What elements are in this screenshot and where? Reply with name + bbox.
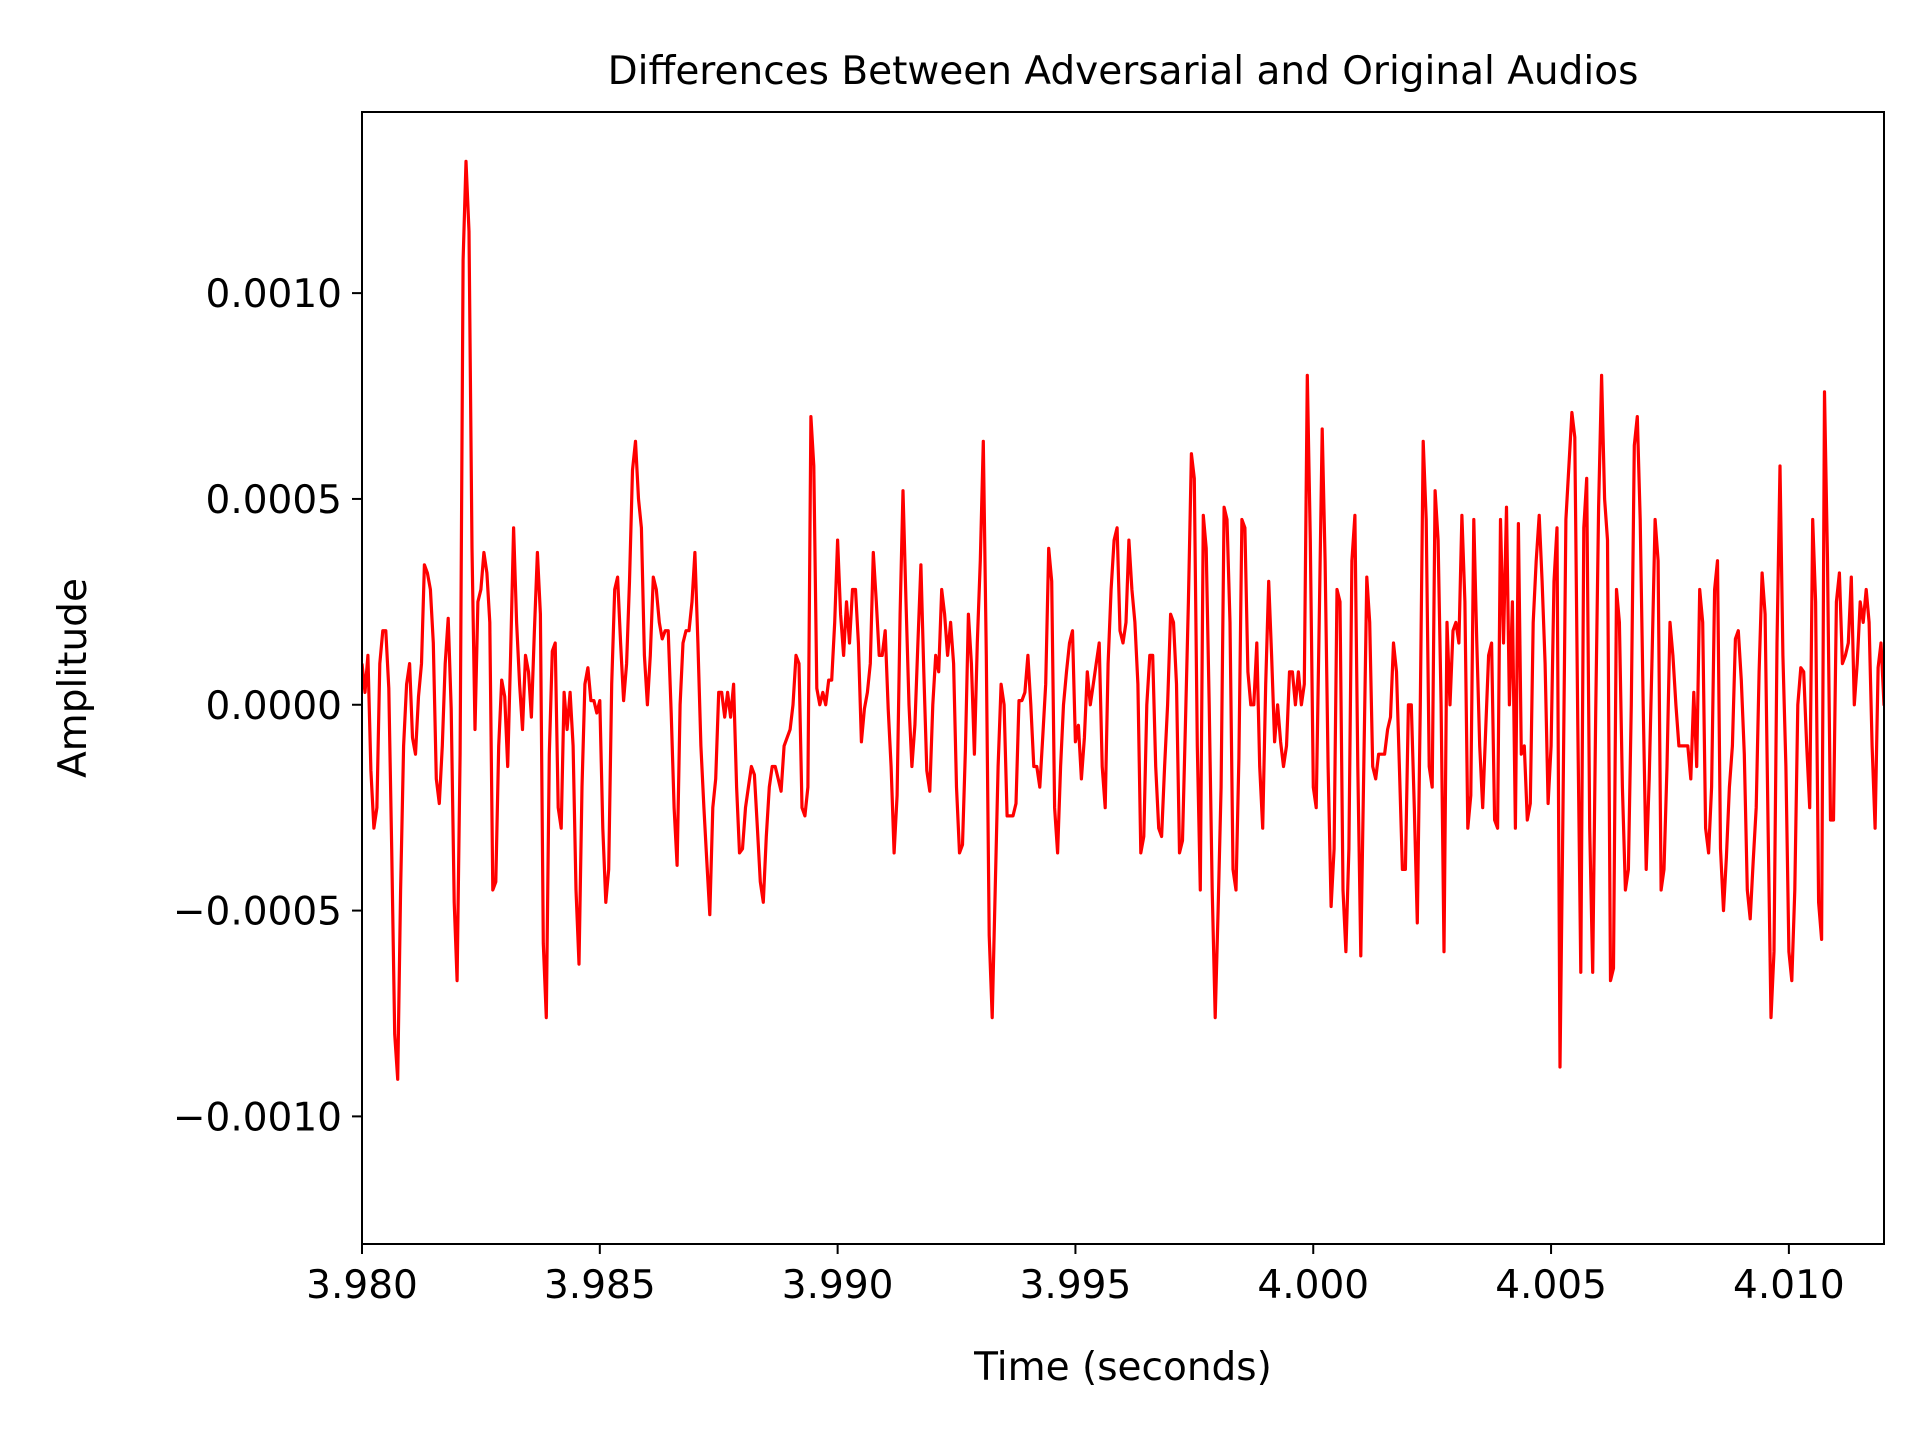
chart-title: Differences Between Adversarial and Orig… <box>608 49 1639 94</box>
y-tick-label: 0.0000 <box>206 684 342 729</box>
y-tick-label: −0.0010 <box>173 1095 342 1140</box>
x-tick-label: 3.980 <box>306 1263 418 1308</box>
plot-frame <box>361 111 1885 1245</box>
y-axis: −0.0010 −0.0005 0.0000 0.0005 0.0010 <box>173 272 362 1140</box>
plot-area <box>362 159 1884 1081</box>
x-axis-label: Time (seconds) <box>973 1345 1272 1390</box>
x-tick-label: 4.010 <box>1733 1263 1845 1308</box>
y-tick-label: −0.0005 <box>173 890 342 935</box>
x-tick-label: 3.995 <box>1020 1263 1132 1308</box>
series-line-0 <box>362 159 1884 1081</box>
y-tick-label: 0.0005 <box>206 478 342 523</box>
y-axis-label: Amplitude <box>51 578 96 778</box>
x-axis: 3.980 3.985 3.990 3.995 4.000 4.005 4.010 <box>306 1244 1845 1308</box>
x-tick-label: 3.985 <box>544 1263 656 1308</box>
y-tick-label: 0.0010 <box>206 272 342 317</box>
x-tick-label: 4.000 <box>1257 1263 1369 1308</box>
x-tick-label: 4.005 <box>1495 1263 1607 1308</box>
x-tick-label: 3.990 <box>782 1263 894 1308</box>
